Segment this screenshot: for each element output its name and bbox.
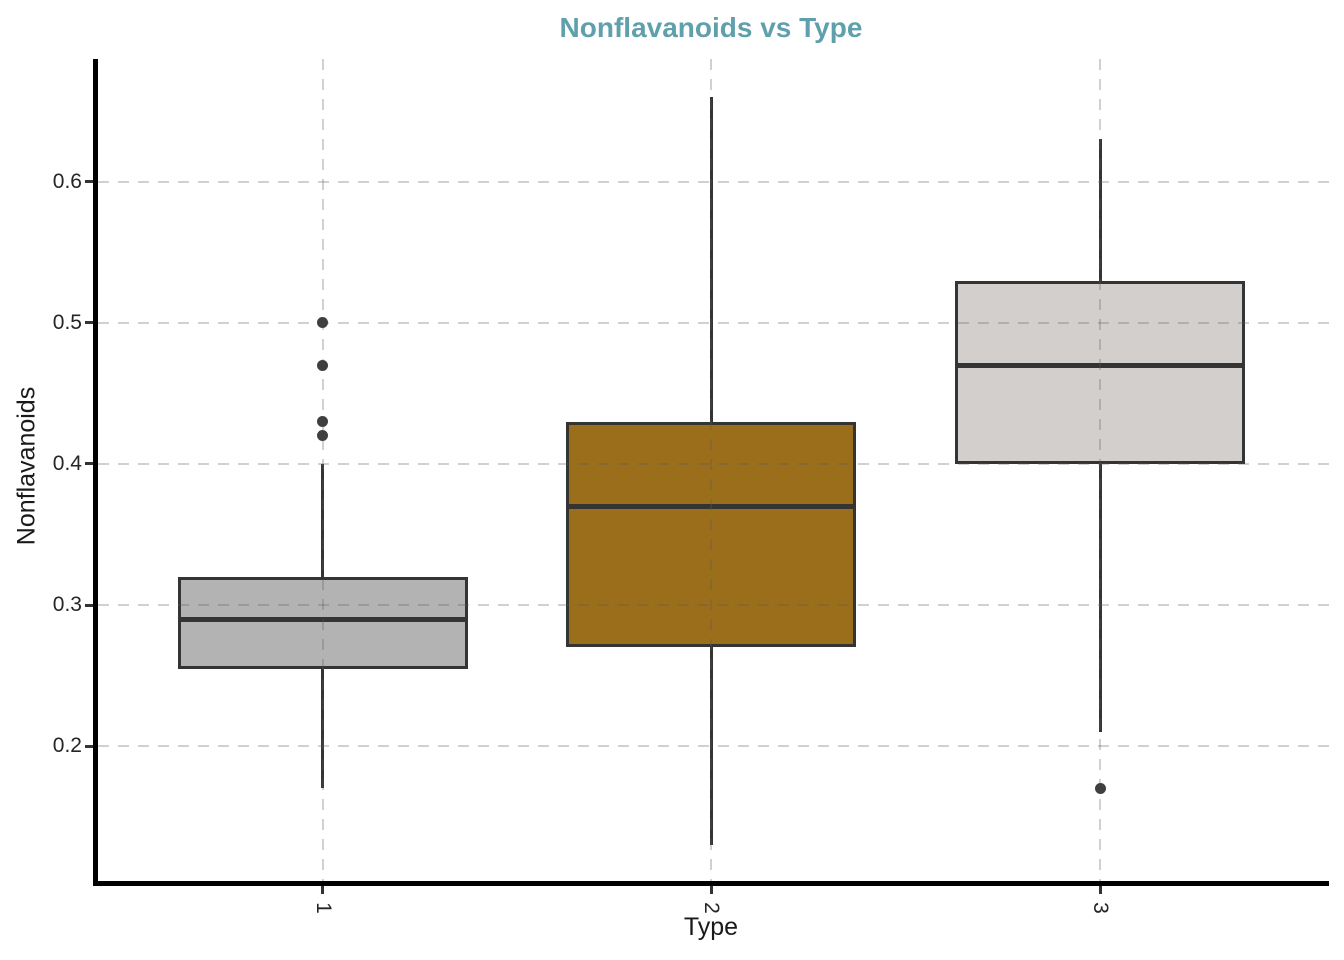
- x-tick-label-2: 2: [700, 902, 723, 914]
- lower-whisker-type-2: [709, 647, 713, 845]
- y-tick-label-0.2: 0.2: [52, 734, 82, 758]
- y-axis-line: [93, 59, 98, 886]
- x-tick-mark-2: [709, 886, 713, 894]
- x-tick-mark-1: [321, 886, 325, 894]
- y-tick-label-0.4: 0.4: [52, 451, 82, 475]
- box-type-1: [177, 576, 468, 669]
- y-tick-mark-0.2: [85, 744, 93, 748]
- x-axis-line: [93, 881, 1329, 886]
- gridline-horizontal-0.6: [98, 180, 1329, 183]
- gridline-horizontal-0.2: [98, 745, 1329, 748]
- x-tick-mark-3: [1098, 886, 1102, 894]
- outlier-point-type-1-0.5: [317, 317, 329, 329]
- outlier-point-type-1-0.43: [317, 416, 329, 428]
- outlier-point-type-3-0.17: [1094, 782, 1106, 794]
- upper-whisker-type-3: [1098, 139, 1102, 281]
- y-tick-label-0.3: 0.3: [52, 593, 82, 617]
- x-tick-label-1: 1: [311, 902, 335, 914]
- y-tick-mark-0.5: [85, 321, 93, 325]
- lower-whisker-type-3: [1098, 463, 1102, 733]
- upper-whisker-type-1: [321, 463, 325, 577]
- outlier-point-type-1-0.42: [317, 430, 329, 442]
- y-tick-mark-0.3: [85, 603, 93, 607]
- y-tick-mark-0.6: [85, 180, 93, 184]
- outlier-point-type-1-0.47: [317, 359, 329, 371]
- y-tick-mark-0.4: [85, 462, 93, 466]
- median-type-1: [177, 616, 468, 622]
- median-type-3: [955, 362, 1246, 368]
- median-type-2: [566, 503, 856, 509]
- y-tick-label-0.5: 0.5: [52, 310, 82, 334]
- x-axis-title: Type: [683, 913, 739, 941]
- lower-whisker-type-1: [321, 668, 325, 789]
- upper-whisker-type-2: [709, 97, 713, 422]
- y-tick-label-0.6: 0.6: [52, 169, 82, 193]
- box-type-3: [955, 280, 1246, 464]
- chart-title: Nonflavanoids vs Type: [559, 12, 863, 43]
- box-type-2: [566, 421, 856, 648]
- x-tick-label-3: 3: [1089, 902, 1113, 914]
